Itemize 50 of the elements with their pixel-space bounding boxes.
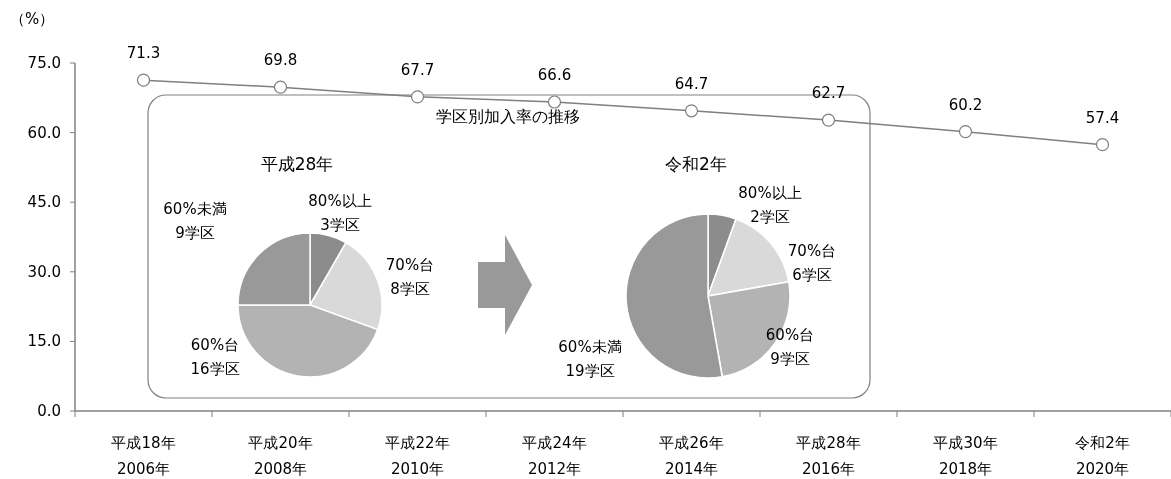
chart-title: 平成28年 (260, 154, 334, 174)
slice-label: 70%台 (385, 256, 435, 274)
point (684, 104, 699, 118)
y-axis-title: （%） (10, 10, 55, 28)
slice-label: 80%以上 (738, 184, 802, 202)
x-tick-label: 令和2年 2020年 (1075, 434, 1130, 478)
point (273, 80, 288, 94)
chart-title: 令和2年 (665, 154, 727, 174)
slice-label: 60%未満 (558, 338, 622, 356)
data-label: 69.8 (263, 51, 298, 70)
x-tick-label: 平成22年 2010年 (385, 434, 450, 478)
point (958, 125, 973, 139)
point (1095, 138, 1110, 152)
x-tick-label: 平成24年 2012年 (522, 434, 587, 478)
data-label: 6学区 (792, 266, 832, 284)
data-label: 8学区 (390, 280, 430, 298)
point (547, 95, 562, 109)
slice-label: 60%台 (190, 336, 240, 354)
y-tick-label: 0.0 (37, 402, 61, 420)
x-tick-label: 平成20年 2008年 (248, 434, 313, 478)
slice-label: 80%以上 (308, 192, 372, 210)
y-tick-label: 30.0 (27, 262, 61, 281)
data-label: 9学区 (175, 224, 215, 242)
slice-label: 60%未満 (163, 200, 227, 218)
point (136, 73, 151, 87)
data-label: 57.4 (1085, 108, 1120, 127)
data-label: 64.7 (674, 74, 709, 93)
data-label: 3学区 (320, 216, 360, 234)
data-label: 62.7 (811, 84, 846, 103)
y-tick-label: 45.0 (27, 193, 61, 212)
data-label: 66.6 (537, 65, 572, 84)
data-label: 2学区 (750, 208, 790, 226)
annotation: 学区別加入率の推移 (436, 107, 580, 126)
x-tick-label: 平成26年 2014年 (659, 434, 724, 478)
data-label: 9学区 (770, 350, 810, 368)
y-tick-label: 75.0 (27, 54, 61, 72)
point (410, 90, 425, 104)
data-label: 71.3 (126, 44, 161, 63)
x-tick-label: 平成28年 2016年 (796, 434, 861, 478)
data-label: 19学区 (565, 362, 615, 380)
data-label: 60.2 (948, 95, 983, 114)
point (821, 113, 836, 127)
x-tick-label: 平成18年 2006年 (111, 434, 176, 478)
data-label: 16学区 (190, 360, 240, 378)
y-tick-label: 15.0 (27, 332, 61, 351)
data-label: 67.7 (400, 60, 435, 79)
slice-label: 70%台 (787, 242, 837, 260)
y-tick-label: 60.0 (27, 123, 61, 142)
slice-label: 60%台 (765, 326, 815, 344)
x-tick-label: 平成30年 2018年 (933, 434, 998, 478)
